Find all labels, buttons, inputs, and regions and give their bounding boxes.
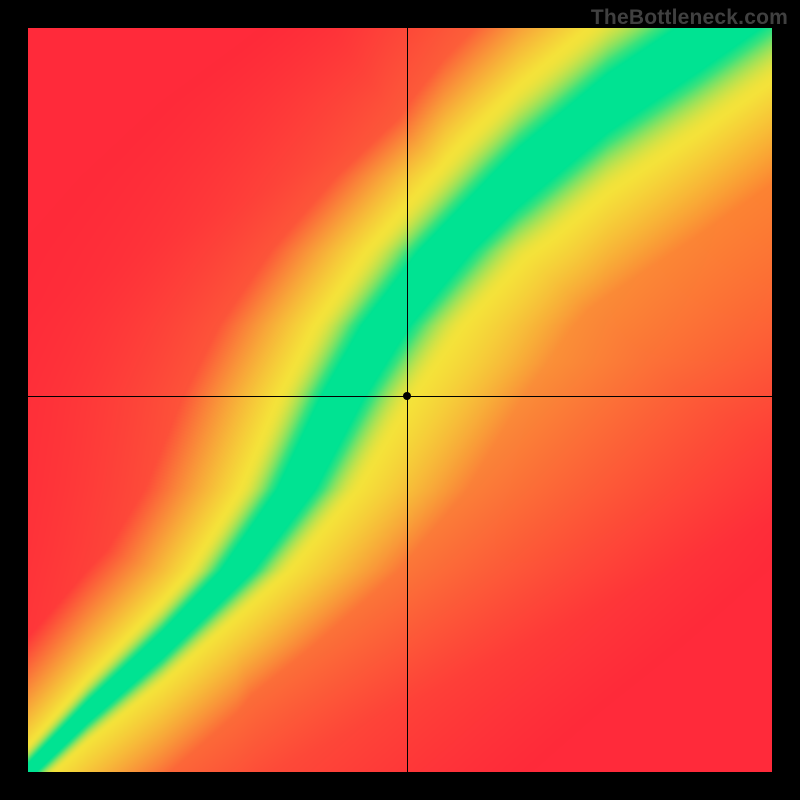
data-point-marker [403,392,411,400]
heatmap-plot [28,28,772,772]
heatmap-canvas [28,28,772,772]
chart-container: TheBottleneck.com [0,0,800,800]
crosshair-horizontal [28,396,772,397]
watermark-text: TheBottleneck.com [591,6,788,30]
